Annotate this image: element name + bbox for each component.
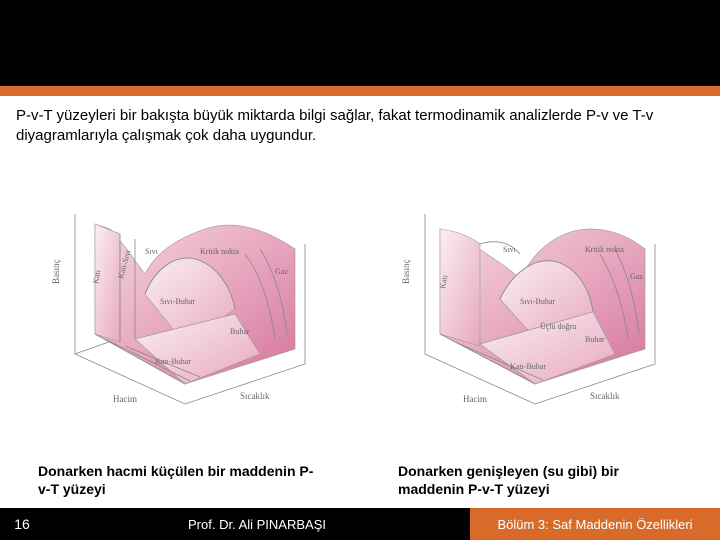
label-sivi-buhar: Sıvı-Buhar [160,297,195,306]
diagram-left: Basınç Hacim Sıcaklık Katı Katı-Sıvı Sıv… [35,184,335,424]
label-buhar: Buhar [230,327,250,336]
label-buhar-r: Buhar [585,335,605,344]
label-sivi: Sıvı [145,247,159,256]
label-sivi-buhar-r: Sıvı-Buhar [520,297,555,306]
label-kati-buhar-r: Katı-Buhar [510,362,546,371]
label-sivi-r: Sıvı [503,245,517,254]
label-kati-buhar: Katı-Buhar [155,357,191,366]
footer: 16 Prof. Dr. Ali PINARBAŞI Bölüm 3: Saf … [0,508,720,540]
label-gaz: Gaz [275,267,288,276]
caption-right: Donarken genişleyen (su gibi) bir madden… [390,459,690,502]
diagram-right: Basınç Hacim Sıcaklık Katı Sıvı Kritik n… [385,184,685,424]
header-bar [0,0,720,96]
axis-x2-label-r: Sıcaklık [590,391,620,401]
footer-chapter: Bölüm 3: Saf Maddenin Özellikleri [470,508,720,540]
axis-x2-label: Sıcaklık [240,391,270,401]
label-uclu-r: Üçlü doğru [540,322,576,331]
footer-author: Prof. Dr. Ali PINARBAŞI [44,508,470,540]
label-kritik: Kritik nokta [200,247,239,256]
axis-x1-label-r: Hacim [463,394,487,404]
diagrams-row: Basınç Hacim Sıcaklık Katı Katı-Sıvı Sıv… [0,149,720,459]
body-text: P-v-T yüzeyleri bir bakışta büyük miktar… [0,96,720,149]
page-number: 16 [0,508,44,540]
axis-y-label-r: Basınç [401,259,411,284]
caption-row: Donarken hacmi küçülen bir maddenin P-v-… [0,459,720,508]
axis-y-label: Basınç [51,259,61,284]
label-kritik-r: Kritik nokta [585,245,624,254]
caption-left: Donarken hacmi küçülen bir maddenin P-v-… [30,459,330,502]
axis-x1-label: Hacim [113,394,137,404]
slide: P-v-T yüzeyleri bir bakışta büyük miktar… [0,0,720,540]
label-gaz-r: Gaz [630,272,643,281]
